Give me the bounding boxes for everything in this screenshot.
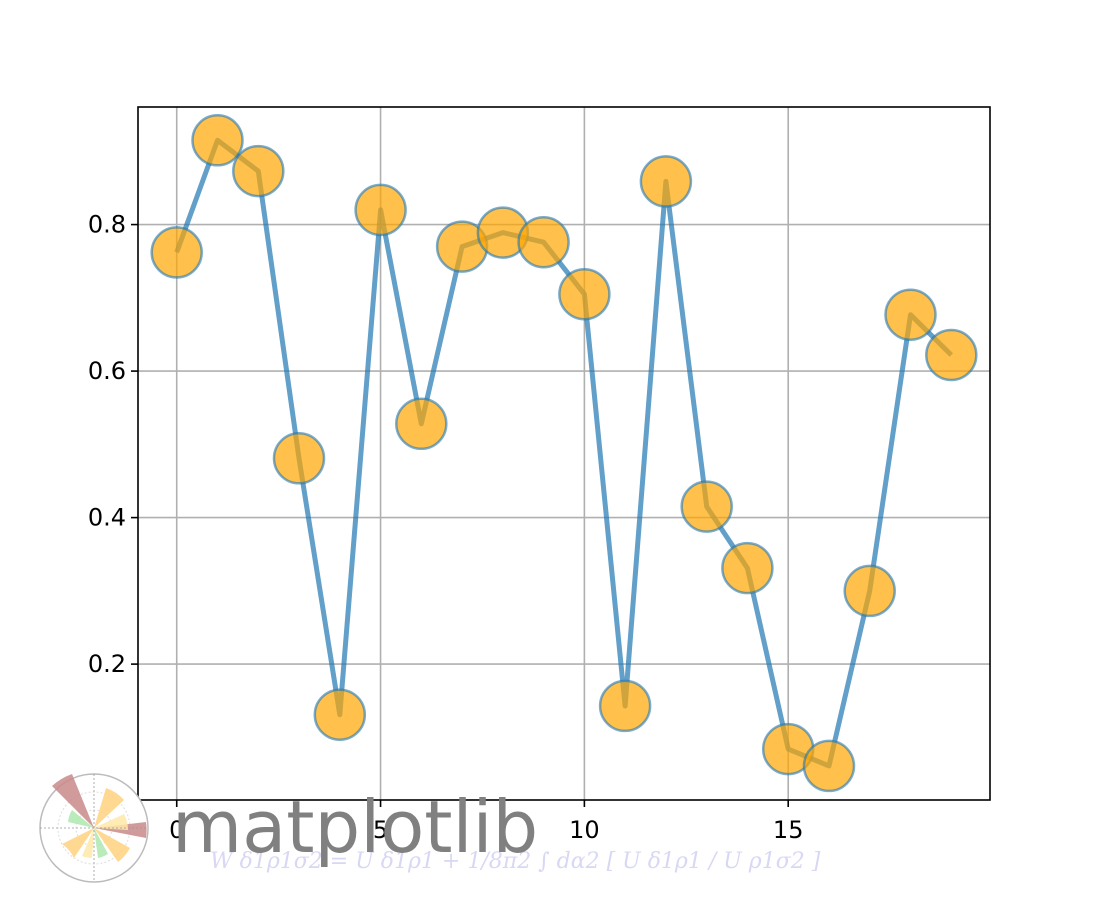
x-tick-label: 15 bbox=[773, 816, 804, 844]
x-tick-label: 5 bbox=[373, 816, 388, 844]
data-point-marker bbox=[802, 739, 856, 793]
plot-frame bbox=[137, 106, 991, 801]
logo-text: matplotlib bbox=[172, 785, 538, 869]
data-point-marker bbox=[558, 267, 611, 321]
data-point-marker bbox=[272, 432, 326, 485]
data-point-marker bbox=[721, 541, 774, 595]
y-axis-ticks: 0.2 0.4 0.6 0.8 bbox=[88, 211, 138, 678]
data-point-marker bbox=[598, 679, 652, 733]
data-point-marker bbox=[925, 328, 978, 382]
matplotlib-logo: W δ1ρ1σ2 = U δ1ρ1 + 1/8π2 ∫ dα2 [ U δ1ρ1… bbox=[39, 773, 821, 883]
data-point-marker bbox=[884, 288, 937, 341]
x-axis-ticks: 0 5 10 15 bbox=[169, 800, 803, 844]
data-point-marker bbox=[680, 480, 733, 533]
data-point-marker bbox=[354, 183, 407, 237]
y-tick-label: 0.2 bbox=[88, 650, 126, 678]
data-point-marker bbox=[395, 397, 448, 451]
logo-formula: W δ1ρ1σ2 = U δ1ρ1 + 1/8π2 ∫ dα2 [ U δ1ρ1… bbox=[210, 849, 821, 874]
data-point-marker bbox=[639, 155, 693, 208]
data-point-marker bbox=[232, 144, 285, 198]
data-point-marker bbox=[191, 114, 244, 167]
y-tick-label: 0.8 bbox=[88, 211, 126, 239]
series-markers bbox=[150, 114, 978, 793]
y-tick-label: 0.4 bbox=[88, 504, 126, 532]
polar-bar-logo-icon bbox=[39, 773, 149, 883]
data-point-marker bbox=[150, 226, 203, 279]
x-tick-label: 0 bbox=[169, 816, 184, 844]
data-point-marker bbox=[517, 215, 570, 269]
x-tick-label: 10 bbox=[569, 816, 600, 844]
data-point-marker bbox=[313, 688, 367, 741]
data-point-marker bbox=[843, 564, 896, 618]
y-tick-label: 0.6 bbox=[88, 357, 126, 385]
